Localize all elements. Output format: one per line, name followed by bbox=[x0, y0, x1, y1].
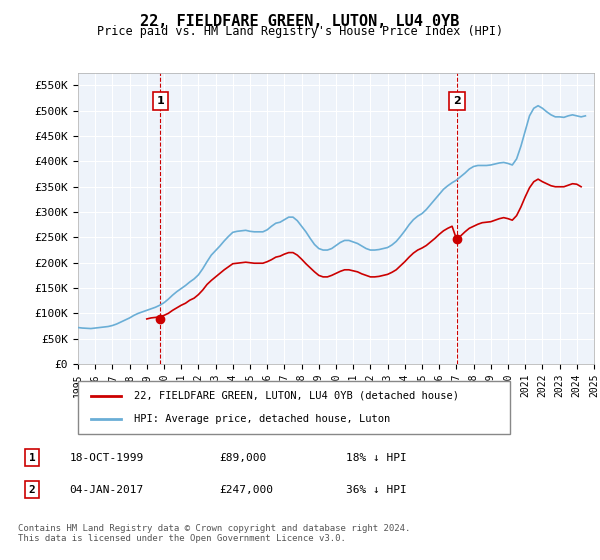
Text: 36% ↓ HPI: 36% ↓ HPI bbox=[346, 485, 407, 495]
Text: Price paid vs. HM Land Registry's House Price Index (HPI): Price paid vs. HM Land Registry's House … bbox=[97, 25, 503, 38]
Text: 18% ↓ HPI: 18% ↓ HPI bbox=[346, 452, 407, 463]
Text: 1: 1 bbox=[157, 96, 164, 106]
Text: 22, FIELDFARE GREEN, LUTON, LU4 0YB (detached house): 22, FIELDFARE GREEN, LUTON, LU4 0YB (det… bbox=[134, 391, 459, 401]
Text: 2: 2 bbox=[453, 96, 461, 106]
Text: £247,000: £247,000 bbox=[220, 485, 274, 495]
Text: £89,000: £89,000 bbox=[220, 452, 266, 463]
Text: 22, FIELDFARE GREEN, LUTON, LU4 0YB: 22, FIELDFARE GREEN, LUTON, LU4 0YB bbox=[140, 14, 460, 29]
Text: 2: 2 bbox=[29, 485, 35, 495]
Text: 18-OCT-1999: 18-OCT-1999 bbox=[70, 452, 144, 463]
Text: HPI: Average price, detached house, Luton: HPI: Average price, detached house, Luto… bbox=[134, 414, 391, 424]
Text: 1: 1 bbox=[29, 452, 35, 463]
Text: Contains HM Land Registry data © Crown copyright and database right 2024.
This d: Contains HM Land Registry data © Crown c… bbox=[18, 524, 410, 543]
FancyBboxPatch shape bbox=[78, 381, 510, 434]
Text: 04-JAN-2017: 04-JAN-2017 bbox=[70, 485, 144, 495]
